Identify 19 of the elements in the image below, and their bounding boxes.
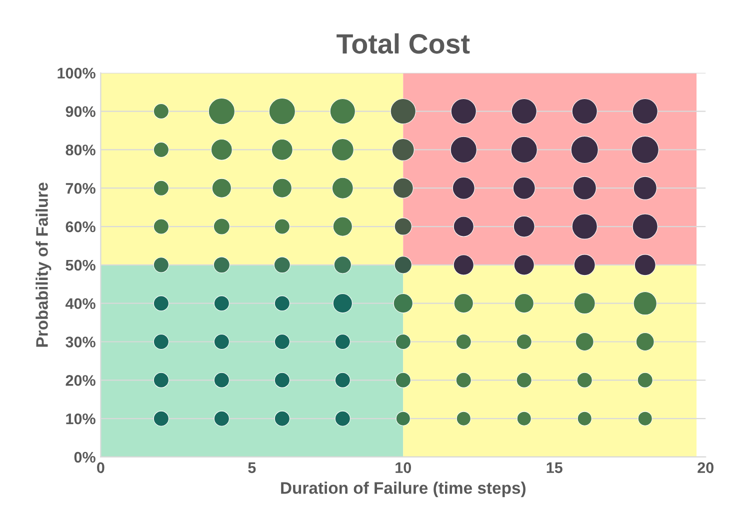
y-tick-label: 10% <box>66 413 96 424</box>
x-tick-label: 0 <box>97 462 104 474</box>
x-tick-label: 20 <box>698 462 714 474</box>
y-tick-label: 80% <box>66 144 96 156</box>
y-tick-label: 70% <box>66 182 96 194</box>
y-tick-label: 100% <box>58 68 96 79</box>
x-tick-label: 5 <box>248 462 256 474</box>
y-tick-label: 20% <box>66 375 96 386</box>
y-tick-label: 60% <box>66 221 96 232</box>
y-axis-title: Probability of Failure <box>36 182 52 347</box>
y-tick-label: 30% <box>66 336 96 348</box>
y-tick-label: 90% <box>66 106 96 117</box>
y-tick-label: 40% <box>65 298 96 310</box>
x-tick-label: 15 <box>546 462 562 474</box>
x-axis-title: Duration of Failure (time steps) <box>281 482 526 498</box>
chart-title: Total Cost <box>336 33 470 54</box>
y-tick-label: 0% <box>74 452 96 463</box>
x-tick-label: 10 <box>396 462 412 474</box>
y-tick-label: 50% <box>66 260 96 271</box>
